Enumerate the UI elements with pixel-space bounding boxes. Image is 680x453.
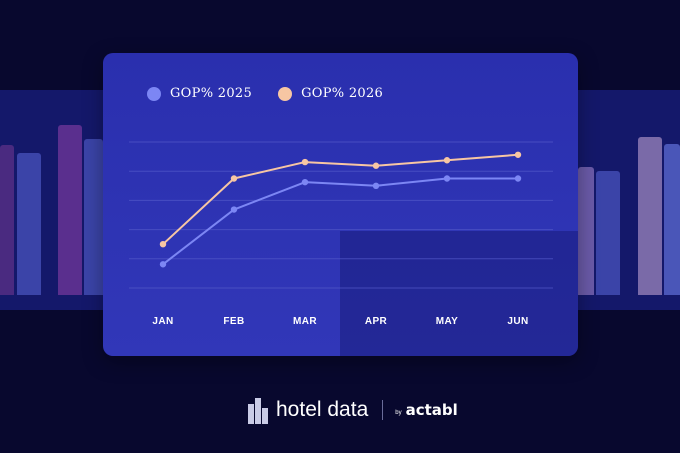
background-bar — [58, 125, 82, 295]
data-point — [443, 157, 451, 164]
legend-item-2025: GOP% 2025 — [147, 86, 252, 101]
x-tick-label: JAN — [152, 316, 173, 327]
data-point — [159, 261, 167, 268]
brand-footer: hotel data by actabl — [248, 396, 458, 424]
x-tick-label: MAY — [436, 316, 459, 327]
data-point — [230, 206, 238, 213]
background-bar — [596, 171, 620, 295]
data-point — [514, 175, 522, 182]
data-point — [301, 178, 309, 186]
brand-partner: actabl — [405, 401, 458, 419]
data-point — [514, 151, 522, 158]
background-bar — [17, 153, 41, 295]
background-bar — [578, 167, 594, 295]
data-point — [301, 158, 309, 166]
legend-label-2026: GOP% 2026 — [301, 86, 384, 101]
background-bar — [0, 145, 14, 295]
x-tick-label: MAR — [293, 316, 317, 327]
brand-by: by — [395, 410, 402, 416]
background-bar — [664, 144, 680, 295]
series-line-1 — [162, 153, 519, 245]
data-point — [372, 182, 380, 189]
legend-dot-2026-icon — [278, 86, 293, 101]
legend-label-2025: GOP% 2025 — [170, 86, 253, 101]
x-tick-label: JUN — [507, 316, 528, 327]
data-point — [443, 175, 451, 182]
legend-item-2026: GOP% 2026 — [278, 86, 383, 101]
line-chart: JAN FEB MAR APR MAY JUN — [129, 141, 553, 327]
data-point — [372, 162, 380, 169]
x-tick-label: FEB — [223, 316, 244, 327]
background-bar — [638, 137, 662, 295]
building-icon — [248, 398, 268, 424]
x-tick-label: APR — [365, 316, 388, 327]
card-shade — [340, 231, 578, 356]
legend-dot-2025-icon — [147, 86, 161, 101]
chart-legend: GOP% 2025 GOP% 2026 — [147, 86, 383, 101]
chart-card: GOP% 2025 GOP% 2026 JAN FEB MAR APR MAY JUN — [103, 53, 578, 356]
brand-divider — [382, 400, 384, 420]
background-bar — [84, 139, 103, 295]
series-line-0 — [162, 177, 518, 266]
data-point — [230, 175, 238, 182]
brand-name: hotel data — [276, 398, 369, 421]
data-point — [159, 241, 167, 248]
